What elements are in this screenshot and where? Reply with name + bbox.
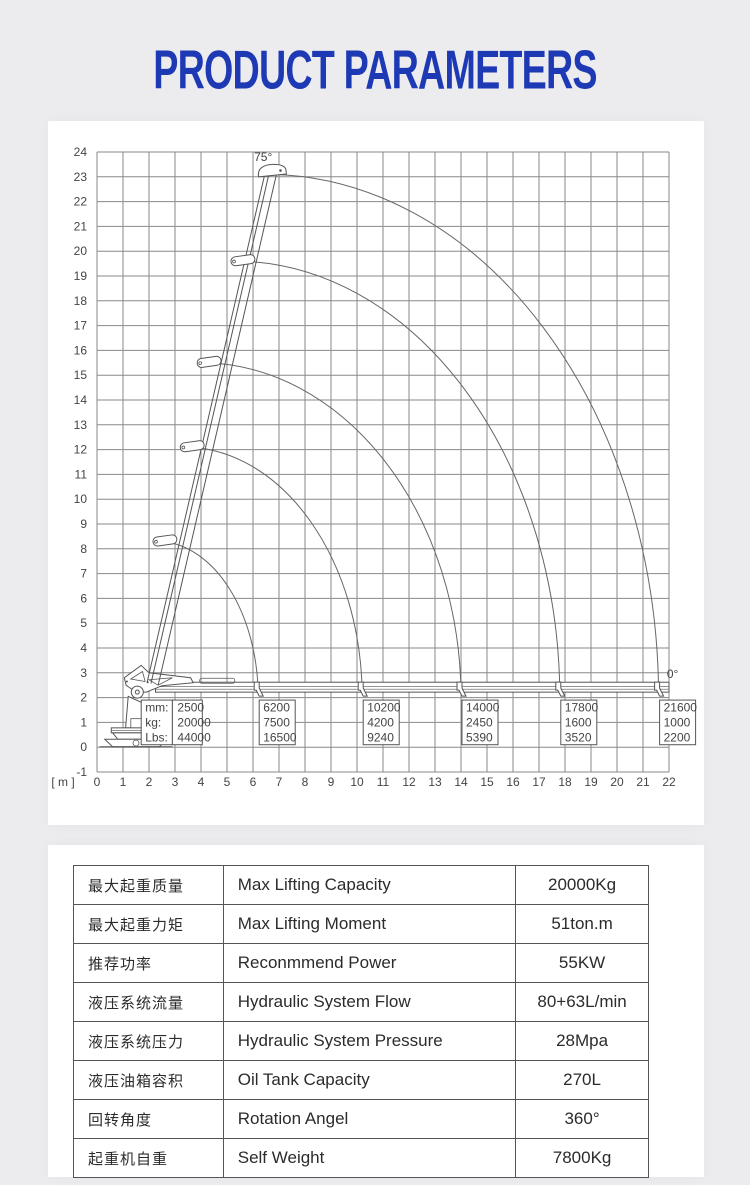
svg-text:12: 12	[74, 443, 88, 457]
svg-text:6200: 6200	[263, 701, 290, 715]
svg-text:6: 6	[80, 591, 87, 605]
svg-text:75°: 75°	[254, 150, 272, 164]
svg-text:16: 16	[506, 775, 520, 789]
svg-text:9240: 9240	[367, 730, 394, 744]
svg-text:9: 9	[328, 775, 335, 789]
svg-text:17: 17	[532, 775, 546, 789]
svg-text:11: 11	[377, 775, 390, 789]
svg-text:7: 7	[80, 567, 87, 581]
svg-text:17800: 17800	[565, 701, 599, 715]
svg-text:2500: 2500	[177, 701, 204, 715]
svg-text:23: 23	[74, 170, 88, 184]
svg-text:14: 14	[74, 393, 88, 407]
svg-text:10: 10	[350, 775, 364, 789]
svg-text:7500: 7500	[263, 715, 290, 729]
svg-text:5: 5	[224, 775, 231, 789]
svg-text:12: 12	[402, 775, 416, 789]
svg-text:[ m ]: [ m ]	[51, 775, 74, 789]
svg-text:10200: 10200	[367, 701, 401, 715]
svg-text:4200: 4200	[367, 715, 394, 729]
svg-text:2200: 2200	[664, 730, 691, 744]
svg-text:7: 7	[276, 775, 283, 789]
svg-text:44000: 44000	[177, 730, 211, 744]
svg-text:1000: 1000	[664, 715, 691, 729]
svg-text:3: 3	[80, 666, 87, 680]
svg-text:mm:: mm:	[145, 701, 168, 715]
svg-text:0: 0	[80, 740, 87, 754]
svg-text:2450: 2450	[466, 715, 493, 729]
svg-text:11: 11	[75, 467, 88, 481]
svg-text:kg:: kg:	[145, 715, 161, 729]
svg-text:17: 17	[74, 319, 88, 333]
svg-text:24: 24	[74, 145, 88, 159]
svg-text:1: 1	[120, 775, 127, 789]
svg-text:1: 1	[80, 715, 87, 729]
svg-text:21: 21	[636, 775, 650, 789]
svg-text:0: 0	[94, 775, 101, 789]
svg-text:15: 15	[74, 368, 88, 382]
svg-text:14: 14	[454, 775, 468, 789]
svg-text:20000: 20000	[177, 715, 211, 729]
svg-text:8: 8	[80, 542, 87, 556]
svg-text:13: 13	[428, 775, 442, 789]
svg-text:18: 18	[74, 294, 88, 308]
svg-text:2: 2	[80, 691, 87, 705]
svg-text:0°: 0°	[667, 667, 679, 681]
svg-text:5: 5	[80, 616, 87, 630]
svg-text:1600: 1600	[565, 715, 592, 729]
svg-text:19: 19	[74, 269, 88, 283]
svg-text:16500: 16500	[263, 730, 297, 744]
svg-text:8: 8	[302, 775, 309, 789]
svg-text:6: 6	[250, 775, 257, 789]
svg-text:14000: 14000	[466, 701, 500, 715]
svg-text:5390: 5390	[466, 730, 493, 744]
svg-text:3520: 3520	[565, 730, 592, 744]
svg-text:4: 4	[80, 641, 87, 655]
svg-text:13: 13	[74, 418, 88, 432]
svg-text:18: 18	[558, 775, 572, 789]
svg-text:-1: -1	[76, 765, 87, 779]
svg-text:21600: 21600	[664, 701, 698, 715]
svg-text:Lbs:: Lbs:	[145, 730, 168, 744]
svg-text:2: 2	[146, 775, 153, 789]
svg-text:4: 4	[198, 775, 205, 789]
svg-text:19: 19	[584, 775, 598, 789]
svg-text:21: 21	[74, 219, 88, 233]
svg-text:16: 16	[74, 343, 88, 357]
svg-text:15: 15	[480, 775, 494, 789]
svg-text:22: 22	[662, 775, 676, 789]
svg-text:10: 10	[74, 492, 88, 506]
svg-text:9: 9	[80, 517, 87, 531]
svg-text:22: 22	[74, 195, 88, 209]
svg-text:3: 3	[172, 775, 179, 789]
svg-text:20: 20	[610, 775, 624, 789]
svg-text:20: 20	[74, 244, 88, 258]
